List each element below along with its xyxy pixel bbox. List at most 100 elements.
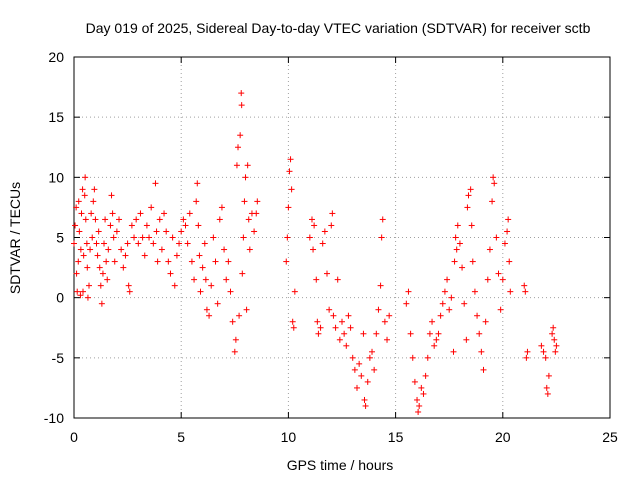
data-point	[448, 294, 455, 301]
data-point	[135, 240, 142, 247]
data-point	[240, 234, 247, 241]
data-point	[381, 318, 388, 325]
data-point	[102, 216, 109, 223]
data-point	[139, 234, 146, 241]
data-point	[245, 216, 252, 223]
data-point	[506, 258, 513, 265]
data-point	[347, 324, 354, 331]
data-point	[125, 282, 132, 289]
data-point	[237, 132, 244, 139]
data-point	[501, 240, 508, 247]
data-point	[98, 300, 105, 307]
data-point	[321, 228, 328, 235]
data-point	[285, 204, 292, 211]
data-point	[81, 192, 88, 199]
data-point	[471, 288, 478, 295]
data-point	[163, 228, 170, 235]
data-point	[504, 228, 511, 235]
data-point	[214, 300, 221, 307]
data-point	[491, 180, 498, 187]
data-point	[212, 258, 219, 265]
data-point	[489, 198, 496, 205]
data-point	[254, 198, 261, 205]
data-point	[161, 210, 168, 217]
data-point	[288, 186, 295, 193]
data-point	[313, 276, 320, 283]
data-point	[180, 216, 187, 223]
data-point	[94, 252, 101, 259]
data-point	[507, 288, 514, 295]
data-point	[339, 318, 345, 325]
data-point	[158, 246, 165, 253]
data-point	[242, 174, 249, 181]
data-point	[418, 384, 425, 391]
data-point	[424, 354, 431, 361]
data-point	[542, 354, 549, 361]
data-point	[429, 318, 436, 325]
data-point	[314, 318, 321, 325]
data-point	[246, 246, 253, 253]
data-point	[407, 330, 414, 337]
data-point	[439, 300, 446, 307]
data-point	[82, 174, 89, 181]
data-point	[199, 264, 206, 271]
data-point	[289, 318, 296, 325]
data-point	[521, 282, 528, 289]
data-point	[454, 222, 461, 229]
data-point	[108, 192, 115, 199]
data-point	[197, 288, 204, 295]
data-point	[291, 288, 298, 295]
data-point	[452, 234, 459, 241]
data-point	[319, 240, 326, 247]
x-tick-label: 0	[70, 429, 78, 445]
data-point	[505, 216, 512, 223]
data-point	[478, 348, 485, 355]
data-point	[235, 144, 242, 151]
data-point	[82, 216, 89, 223]
data-point	[103, 258, 110, 265]
data-point	[286, 168, 293, 175]
x-tick-labels: 0 5 10 15 20 25	[70, 429, 618, 445]
data-point	[105, 246, 112, 253]
data-point	[437, 312, 444, 319]
data-point	[184, 240, 191, 247]
data-point	[77, 292, 84, 299]
data-point	[182, 222, 189, 229]
y-tick-labels: -10 -5 0 5 10 15 20	[44, 49, 64, 426]
data-point	[76, 228, 83, 235]
y-tick-label: -10	[44, 410, 64, 426]
data-point	[218, 204, 225, 211]
data-point	[543, 384, 550, 391]
data-point	[551, 336, 558, 343]
data-point	[306, 234, 313, 241]
data-point	[131, 234, 138, 241]
x-tick-label: 15	[388, 429, 404, 445]
data-point	[284, 234, 291, 241]
x-tick-label: 10	[281, 429, 297, 445]
data-point	[89, 234, 96, 241]
data-point	[480, 366, 487, 373]
data-point	[416, 402, 423, 409]
x-tick-label: 5	[177, 429, 185, 445]
data-point	[482, 318, 489, 325]
data-point	[196, 252, 203, 259]
data-point	[495, 270, 502, 277]
x-tick-label: 25	[602, 429, 618, 445]
data-point	[141, 252, 148, 259]
data-point	[446, 306, 453, 313]
data-point	[486, 246, 493, 253]
data-point	[173, 252, 180, 259]
data-point	[86, 282, 93, 289]
data-point	[165, 258, 172, 265]
data-point	[415, 408, 422, 415]
data-point	[341, 330, 348, 337]
data-point	[484, 276, 491, 283]
data-point	[362, 402, 369, 409]
data-point	[231, 348, 238, 355]
data-point	[351, 366, 358, 373]
data-point	[550, 324, 557, 331]
data-point	[229, 318, 236, 325]
data-point	[73, 204, 80, 211]
data-point	[128, 222, 135, 229]
data-point	[523, 354, 530, 361]
